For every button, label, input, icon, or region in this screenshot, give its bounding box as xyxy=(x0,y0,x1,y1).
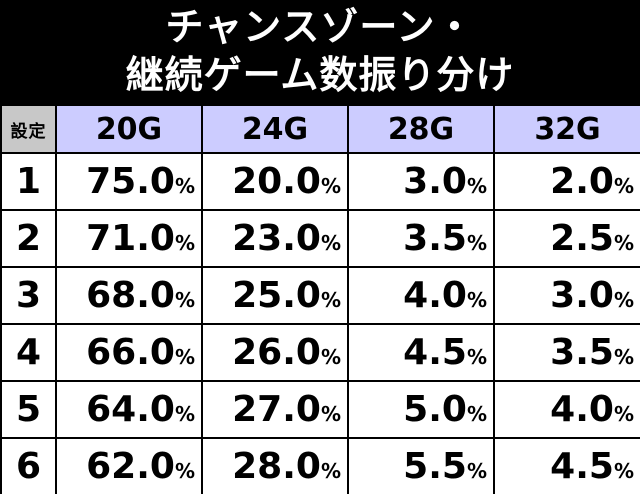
rate-value: 68.0 xyxy=(86,275,175,316)
rate-value: 2.5 xyxy=(550,218,614,259)
percent-sign: % xyxy=(613,402,634,426)
rate-cell: 5.5% xyxy=(347,437,495,494)
percent-sign: % xyxy=(320,288,341,312)
rate-value: 25.0 xyxy=(232,275,321,316)
rate-value: 4.0 xyxy=(403,275,467,316)
rate-value: 64.0 xyxy=(86,389,175,430)
percent-sign: % xyxy=(466,174,487,198)
rate-cell: 3.0% xyxy=(347,152,495,211)
rate-value: 3.5 xyxy=(403,218,467,259)
rate-cell: 3.5% xyxy=(347,209,495,268)
rate-cell: 3.5% xyxy=(493,323,640,382)
table-row: 1 75.0% 20.0% 3.0% 2.0% xyxy=(0,152,640,211)
rate-value: 4.0 xyxy=(550,389,614,430)
rate-cell: 23.0% xyxy=(201,209,349,268)
percent-sign: % xyxy=(174,288,195,312)
rate-value: 26.0 xyxy=(232,332,321,373)
column-header-24g: 24G xyxy=(201,104,349,154)
rate-value: 20.0 xyxy=(232,161,321,202)
setting-number: 6 xyxy=(0,437,57,494)
setting-number: 4 xyxy=(0,323,57,382)
percent-sign: % xyxy=(466,288,487,312)
header-row: 設定 20G 24G 28G 32G xyxy=(0,104,640,154)
percent-sign: % xyxy=(174,459,195,483)
rate-value: 23.0 xyxy=(232,218,321,259)
rate-value: 5.5 xyxy=(403,446,467,487)
percent-sign: % xyxy=(613,345,634,369)
rate-cell: 26.0% xyxy=(201,323,349,382)
percent-sign: % xyxy=(613,174,634,198)
percent-sign: % xyxy=(320,459,341,483)
rate-cell: 2.5% xyxy=(493,209,640,268)
rate-cell: 64.0% xyxy=(55,380,203,439)
percent-sign: % xyxy=(613,231,634,255)
setting-number: 1 xyxy=(0,152,57,211)
percent-sign: % xyxy=(466,231,487,255)
column-header-32g: 32G xyxy=(493,104,640,154)
percent-sign: % xyxy=(466,459,487,483)
percent-sign: % xyxy=(613,288,634,312)
percent-sign: % xyxy=(613,459,634,483)
percent-sign: % xyxy=(174,345,195,369)
setting-number: 2 xyxy=(0,209,57,268)
rate-cell: 4.5% xyxy=(493,437,640,494)
rate-value: 3.5 xyxy=(550,332,614,373)
rate-cell: 62.0% xyxy=(55,437,203,494)
rate-value: 62.0 xyxy=(86,446,175,487)
table-row: 4 66.0% 26.0% 4.5% 3.5% xyxy=(0,323,640,382)
rate-cell: 4.0% xyxy=(493,380,640,439)
percent-sign: % xyxy=(320,174,341,198)
rate-cell: 2.0% xyxy=(493,152,640,211)
rate-value: 4.5 xyxy=(403,332,467,373)
percent-sign: % xyxy=(320,402,341,426)
rate-value: 27.0 xyxy=(232,389,321,430)
percent-sign: % xyxy=(320,345,341,369)
rate-value: 5.0 xyxy=(403,389,467,430)
page-title-line-1: チャンスゾーン・ xyxy=(165,5,475,49)
rate-cell: 5.0% xyxy=(347,380,495,439)
percent-sign: % xyxy=(174,231,195,255)
rate-cell: 71.0% xyxy=(55,209,203,268)
rate-cell: 4.5% xyxy=(347,323,495,382)
setting-number: 5 xyxy=(0,380,57,439)
rate-cell: 68.0% xyxy=(55,266,203,325)
rate-cell: 3.0% xyxy=(493,266,640,325)
page-title-line-2: 継続ゲーム数振り分け xyxy=(125,53,515,97)
rate-value: 75.0 xyxy=(86,161,175,202)
percent-sign: % xyxy=(466,345,487,369)
rate-value: 3.0 xyxy=(550,275,614,316)
percent-sign: % xyxy=(174,174,195,198)
rate-cell: 20.0% xyxy=(201,152,349,211)
rate-value: 71.0 xyxy=(86,218,175,259)
rate-value: 3.0 xyxy=(403,161,467,202)
table-row: 3 68.0% 25.0% 4.0% 3.0% xyxy=(0,266,640,325)
rate-cell: 4.0% xyxy=(347,266,495,325)
rate-value: 28.0 xyxy=(232,446,321,487)
rate-cell: 28.0% xyxy=(201,437,349,494)
table-row: 2 71.0% 23.0% 3.5% 2.5% xyxy=(0,209,640,268)
column-header-28g: 28G xyxy=(347,104,495,154)
setting-number: 3 xyxy=(0,266,57,325)
rate-value: 4.5 xyxy=(550,446,614,487)
rate-cell: 27.0% xyxy=(201,380,349,439)
rate-value: 66.0 xyxy=(86,332,175,373)
title-banner: チャンスゾーン・ 継続ゲーム数振り分け xyxy=(0,0,640,104)
rate-cell: 66.0% xyxy=(55,323,203,382)
table-row: 6 62.0% 28.0% 5.5% 4.5% xyxy=(0,437,640,494)
table-row: 5 64.0% 27.0% 5.0% 4.0% xyxy=(0,380,640,439)
rate-cell: 25.0% xyxy=(201,266,349,325)
distribution-table: 設定 20G 24G 28G 32G 1 75.0% 20.0% 3.0% 2.0% 2 7… xyxy=(0,104,640,494)
rate-cell: 75.0% xyxy=(55,152,203,211)
percent-sign: % xyxy=(466,402,487,426)
percent-sign: % xyxy=(174,402,195,426)
column-header-20g: 20G xyxy=(55,104,203,154)
percent-sign: % xyxy=(320,231,341,255)
rate-value: 2.0 xyxy=(550,161,614,202)
setting-column-header: 設定 xyxy=(0,104,57,154)
